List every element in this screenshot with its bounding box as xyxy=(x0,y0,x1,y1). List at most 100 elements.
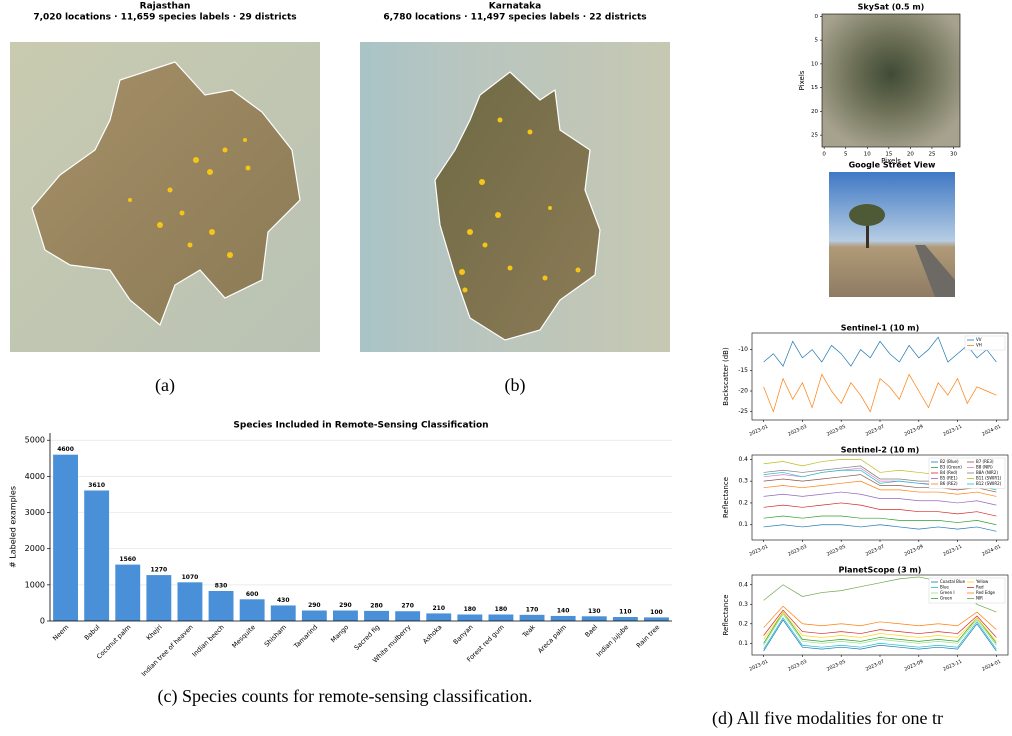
x-tick-label: Mango xyxy=(329,623,350,644)
legend-label: B11 (SWIR1) xyxy=(976,476,1002,481)
y-tick-label: 5 xyxy=(815,38,819,44)
value-label: 180 xyxy=(464,606,477,613)
x-tick-label: Neem xyxy=(51,623,70,642)
x-tick-label: 2023-11 xyxy=(942,424,963,438)
x-tick-label: 2023-03 xyxy=(787,544,808,558)
y-tick-label: -15 xyxy=(738,367,748,374)
legend-label: VV xyxy=(976,337,982,342)
x-tick-label: Areca palm xyxy=(536,623,568,655)
legend-label: Red xyxy=(976,585,984,590)
y-axis-label: Reflectance xyxy=(722,594,730,635)
x-tick-label: 2023-09 xyxy=(904,424,925,438)
value-label: 1070 xyxy=(182,574,199,581)
y-tick-label: 0 xyxy=(815,14,819,20)
bar xyxy=(364,611,389,621)
y-tick-label: 0.1 xyxy=(738,521,748,528)
map-title: Rajasthan xyxy=(140,2,191,12)
x-tick-label: Indian tree of heaven xyxy=(140,623,195,678)
value-label: 290 xyxy=(339,602,352,609)
y-tick-label: 15 xyxy=(811,85,818,91)
y-tick-label: 0.4 xyxy=(738,456,748,463)
x-tick-label: 2023-05 xyxy=(826,659,847,673)
x-tick-label: Shisham xyxy=(263,623,288,648)
x-tick-label: Ashoka xyxy=(421,623,443,645)
value-label: 1270 xyxy=(150,567,167,574)
y-tick-label: 0.3 xyxy=(738,478,748,485)
x-tick-label: 2023-05 xyxy=(826,544,847,558)
caption: (c) Species counts for remote-sensing cl… xyxy=(158,686,533,707)
legend-label: B12 (SWIR2) xyxy=(976,481,1002,486)
bar xyxy=(457,614,482,621)
value-label: 1560 xyxy=(119,556,136,563)
y-tick-label: 2000 xyxy=(25,544,45,553)
bar xyxy=(146,575,171,621)
legend-label: B5 (RE1) xyxy=(940,476,958,481)
x-tick-label: Indian beech xyxy=(191,623,226,658)
satellite-image xyxy=(822,14,960,147)
x-tick-label: 5 xyxy=(844,152,848,158)
legend-label: NIR xyxy=(976,596,983,601)
y-tick-label: 10 xyxy=(811,61,818,67)
map-title: Karnataka xyxy=(489,2,541,12)
x-tick-label: 2024-01 xyxy=(981,544,1002,558)
value-label: 280 xyxy=(370,602,383,609)
y-tick-label: 25 xyxy=(811,133,818,139)
y-axis-label: # Labeled examples xyxy=(9,486,18,568)
x-tick-label: Indian jujube xyxy=(595,623,630,658)
legend-box xyxy=(965,336,1005,350)
value-label: 100 xyxy=(650,609,663,616)
bar xyxy=(115,565,140,621)
x-tick-label: 2023-01 xyxy=(748,424,769,438)
legend-label: Green xyxy=(940,596,953,601)
x-tick-label: Mesquite xyxy=(230,623,257,650)
map-subtitle: 6,780 locations · 11,497 species labels … xyxy=(383,13,646,23)
y-axis-label: Backscatter (dB) xyxy=(722,347,730,406)
bar xyxy=(240,599,265,621)
x-axis-label: Pixels xyxy=(881,157,901,165)
y-tick-label: -10 xyxy=(738,346,748,353)
chart-title: SkySat (0.5 m) xyxy=(858,3,925,12)
x-tick-label: 20 xyxy=(907,152,914,158)
x-tick-label: Sacred fig xyxy=(353,623,382,652)
y-tick-label: 1000 xyxy=(25,580,45,589)
y-tick-label: 5000 xyxy=(25,436,45,445)
bar xyxy=(395,611,420,621)
x-tick-label: 2023-05 xyxy=(826,424,847,438)
x-tick-label: 2023-07 xyxy=(865,659,886,673)
caption: (a) xyxy=(155,375,175,396)
y-tick-label: 0 xyxy=(40,617,45,626)
chart-title: Sentinel-2 (10 m) xyxy=(841,446,920,455)
chart-title: PlanetScope (3 m) xyxy=(839,566,922,575)
x-tick-label: 2023-03 xyxy=(787,659,808,673)
legend-label: B2 (Blue) xyxy=(940,459,959,464)
x-tick-label: Rain tree xyxy=(635,623,661,649)
x-tick-label: 2023-09 xyxy=(904,544,925,558)
value-label: 290 xyxy=(308,602,321,609)
legend-label: B8A (NIR2) xyxy=(976,470,998,475)
y-tick-label: 0.4 xyxy=(738,581,748,588)
map-subtitle: 7,020 locations · 11,659 species labels … xyxy=(33,13,296,23)
value-label: 210 xyxy=(432,605,445,612)
x-tick-label: 2023-11 xyxy=(942,544,963,558)
x-tick-label: 2024-01 xyxy=(981,659,1002,673)
chart-title: Species Included in Remote-Sensing Class… xyxy=(233,421,488,431)
caption: (b) xyxy=(505,375,526,396)
x-tick-label: 2023-07 xyxy=(865,544,886,558)
value-label: 130 xyxy=(588,608,601,615)
bar xyxy=(302,611,327,621)
x-tick-label: 2023-09 xyxy=(904,659,925,673)
y-tick-label: 0.2 xyxy=(738,499,748,506)
value-label: 170 xyxy=(526,606,539,613)
value-label: 3610 xyxy=(88,482,105,489)
x-tick-label: 2023-01 xyxy=(748,544,769,558)
x-tick-label: Khejri xyxy=(145,623,164,642)
x-tick-label: 30 xyxy=(950,152,957,158)
y-axis-label: Reflectance xyxy=(722,477,730,518)
value-label: 140 xyxy=(557,607,570,614)
caption: (d) All five modalities for one tr xyxy=(712,708,943,729)
value-label: 270 xyxy=(401,603,414,610)
legend-label: VH xyxy=(976,343,982,348)
x-tick-label: 0 xyxy=(822,152,826,158)
y-tick-label: 3000 xyxy=(25,508,45,517)
y-tick-label: 0.3 xyxy=(738,601,748,608)
